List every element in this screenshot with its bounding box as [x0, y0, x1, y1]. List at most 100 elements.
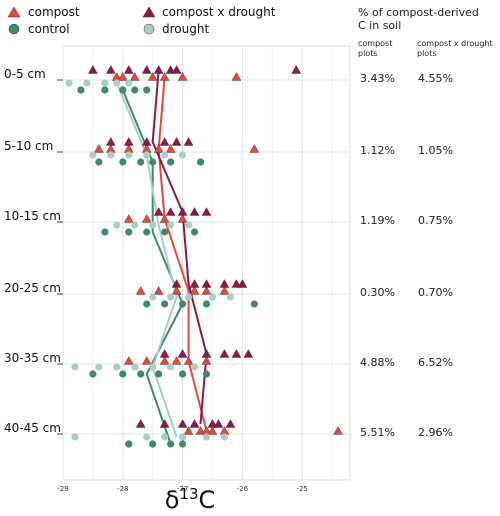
point-compost-x-drought: [219, 279, 230, 288]
point-compost-x-drought: [183, 137, 194, 146]
point-drought: [125, 151, 133, 159]
point-control: [143, 300, 151, 308]
point-control: [89, 370, 97, 378]
point-control: [119, 86, 127, 94]
point-compost: [123, 356, 134, 365]
point-compost-x-drought: [219, 349, 230, 358]
point-control: [190, 228, 199, 236]
point-compost: [141, 356, 152, 365]
point-drought: [131, 221, 139, 229]
point-compost-x-drought: [291, 65, 302, 74]
point-control: [178, 440, 187, 448]
point-compost: [147, 72, 158, 81]
point-compost-x-drought: [165, 207, 176, 216]
depth-labels: 0-5 cm 5-10 cm 10-15 cm 20-25 cm 30-35 cm 40-…: [4, 67, 61, 435]
point-drought: [226, 293, 235, 301]
point-compost: [159, 214, 170, 223]
point-compost-x-drought: [201, 207, 212, 216]
point-compost-x-drought: [201, 349, 212, 358]
point-drought: [184, 221, 193, 229]
point-drought: [178, 433, 187, 441]
plot-area: [62, 45, 351, 481]
point-control: [119, 370, 127, 378]
point-compost: [153, 286, 164, 295]
point-compost-x-drought: [231, 279, 242, 288]
point-compost-x-drought: [177, 207, 188, 216]
depth-label: 0-5 cm: [4, 67, 46, 81]
point-compost: [333, 426, 343, 435]
x-tick-label: -25: [296, 485, 307, 493]
point-drought: [167, 363, 175, 371]
point-compost-x-drought: [171, 279, 182, 288]
point-compost-x-drought: [213, 419, 224, 428]
pct-compost-x-drought: 1.05%: [418, 144, 453, 157]
legend-marker-compost-x-drought: [142, 6, 156, 18]
point-drought: [113, 363, 121, 371]
point-compost-x-drought: [189, 419, 200, 428]
point-compost-x-drought: [165, 65, 176, 74]
point-compost: [171, 356, 182, 365]
point-compost: [177, 214, 188, 223]
pct-compost: 0.30%: [360, 286, 395, 299]
pct-compost-x-drought: 0.70%: [418, 286, 453, 299]
point-compost: [165, 144, 176, 153]
point-compost-x-drought: [201, 279, 212, 288]
legend-marker-control: [8, 23, 20, 35]
point-drought: [161, 433, 169, 441]
point-drought: [161, 151, 169, 159]
point-compost-x-drought: [88, 65, 98, 74]
pct-compost: 5.51%: [360, 426, 395, 439]
point-compost-x-drought: [123, 65, 134, 74]
point-compost: [207, 426, 218, 435]
point-control: [131, 86, 139, 94]
pct-compost-x-drought: 2.96%: [418, 426, 453, 439]
point-drought: [184, 293, 193, 301]
point-compost-x-drought: [189, 279, 200, 288]
point-compost-x-drought: [225, 419, 236, 428]
point-control: [250, 300, 258, 308]
point-compost: [117, 72, 128, 81]
point-control: [77, 86, 85, 94]
point-drought: [113, 221, 121, 229]
legend-marker-drought: [143, 23, 155, 35]
point-drought: [149, 293, 157, 301]
point-control: [137, 158, 145, 166]
point-compost-x-drought: [177, 419, 188, 428]
point-drought: [149, 221, 157, 229]
pct-compost: 1.19%: [360, 214, 395, 227]
mean-line-drought: [115, 82, 178, 438]
point-drought: [143, 151, 151, 159]
pct-compost: 1.12%: [360, 144, 395, 157]
pct-compost-x-drought: 6.52%: [418, 356, 453, 369]
point-compost: [201, 286, 212, 295]
data-points: [65, 65, 343, 448]
point-compost: [183, 426, 194, 435]
point-drought: [131, 363, 139, 371]
mean-line-compost: [157, 76, 208, 432]
point-compost: [201, 356, 212, 365]
point-compost: [159, 356, 170, 365]
side-table-title-line1: % of compost-derived: [358, 6, 479, 19]
side-table-compost-x-drought-values: 4.55% 1.05% 0.75% 0.70% 6.52% 2.96%: [418, 72, 453, 439]
point-control: [149, 158, 157, 166]
point-compost-x-drought: [177, 349, 188, 358]
point-compost-x-drought: [123, 137, 134, 146]
legend-marker-compost: [7, 6, 21, 18]
side-table-col1-line1: compost: [358, 39, 392, 48]
pct-compost-x-drought: 0.75%: [418, 214, 453, 227]
depth-label: 40-45 cm: [4, 421, 61, 435]
side-table-col2-line2: plots: [417, 49, 437, 58]
point-control: [125, 440, 133, 448]
point-control: [202, 370, 211, 378]
point-control: [178, 370, 187, 378]
gridlines: [62, 46, 333, 480]
point-control: [125, 228, 133, 236]
point-drought: [125, 79, 133, 87]
point-control: [167, 440, 175, 448]
point-control: [196, 158, 205, 166]
point-drought: [220, 433, 229, 441]
point-compost: [159, 72, 170, 81]
point-control: [178, 300, 187, 308]
side-table-col1-line2: plots: [358, 49, 378, 58]
